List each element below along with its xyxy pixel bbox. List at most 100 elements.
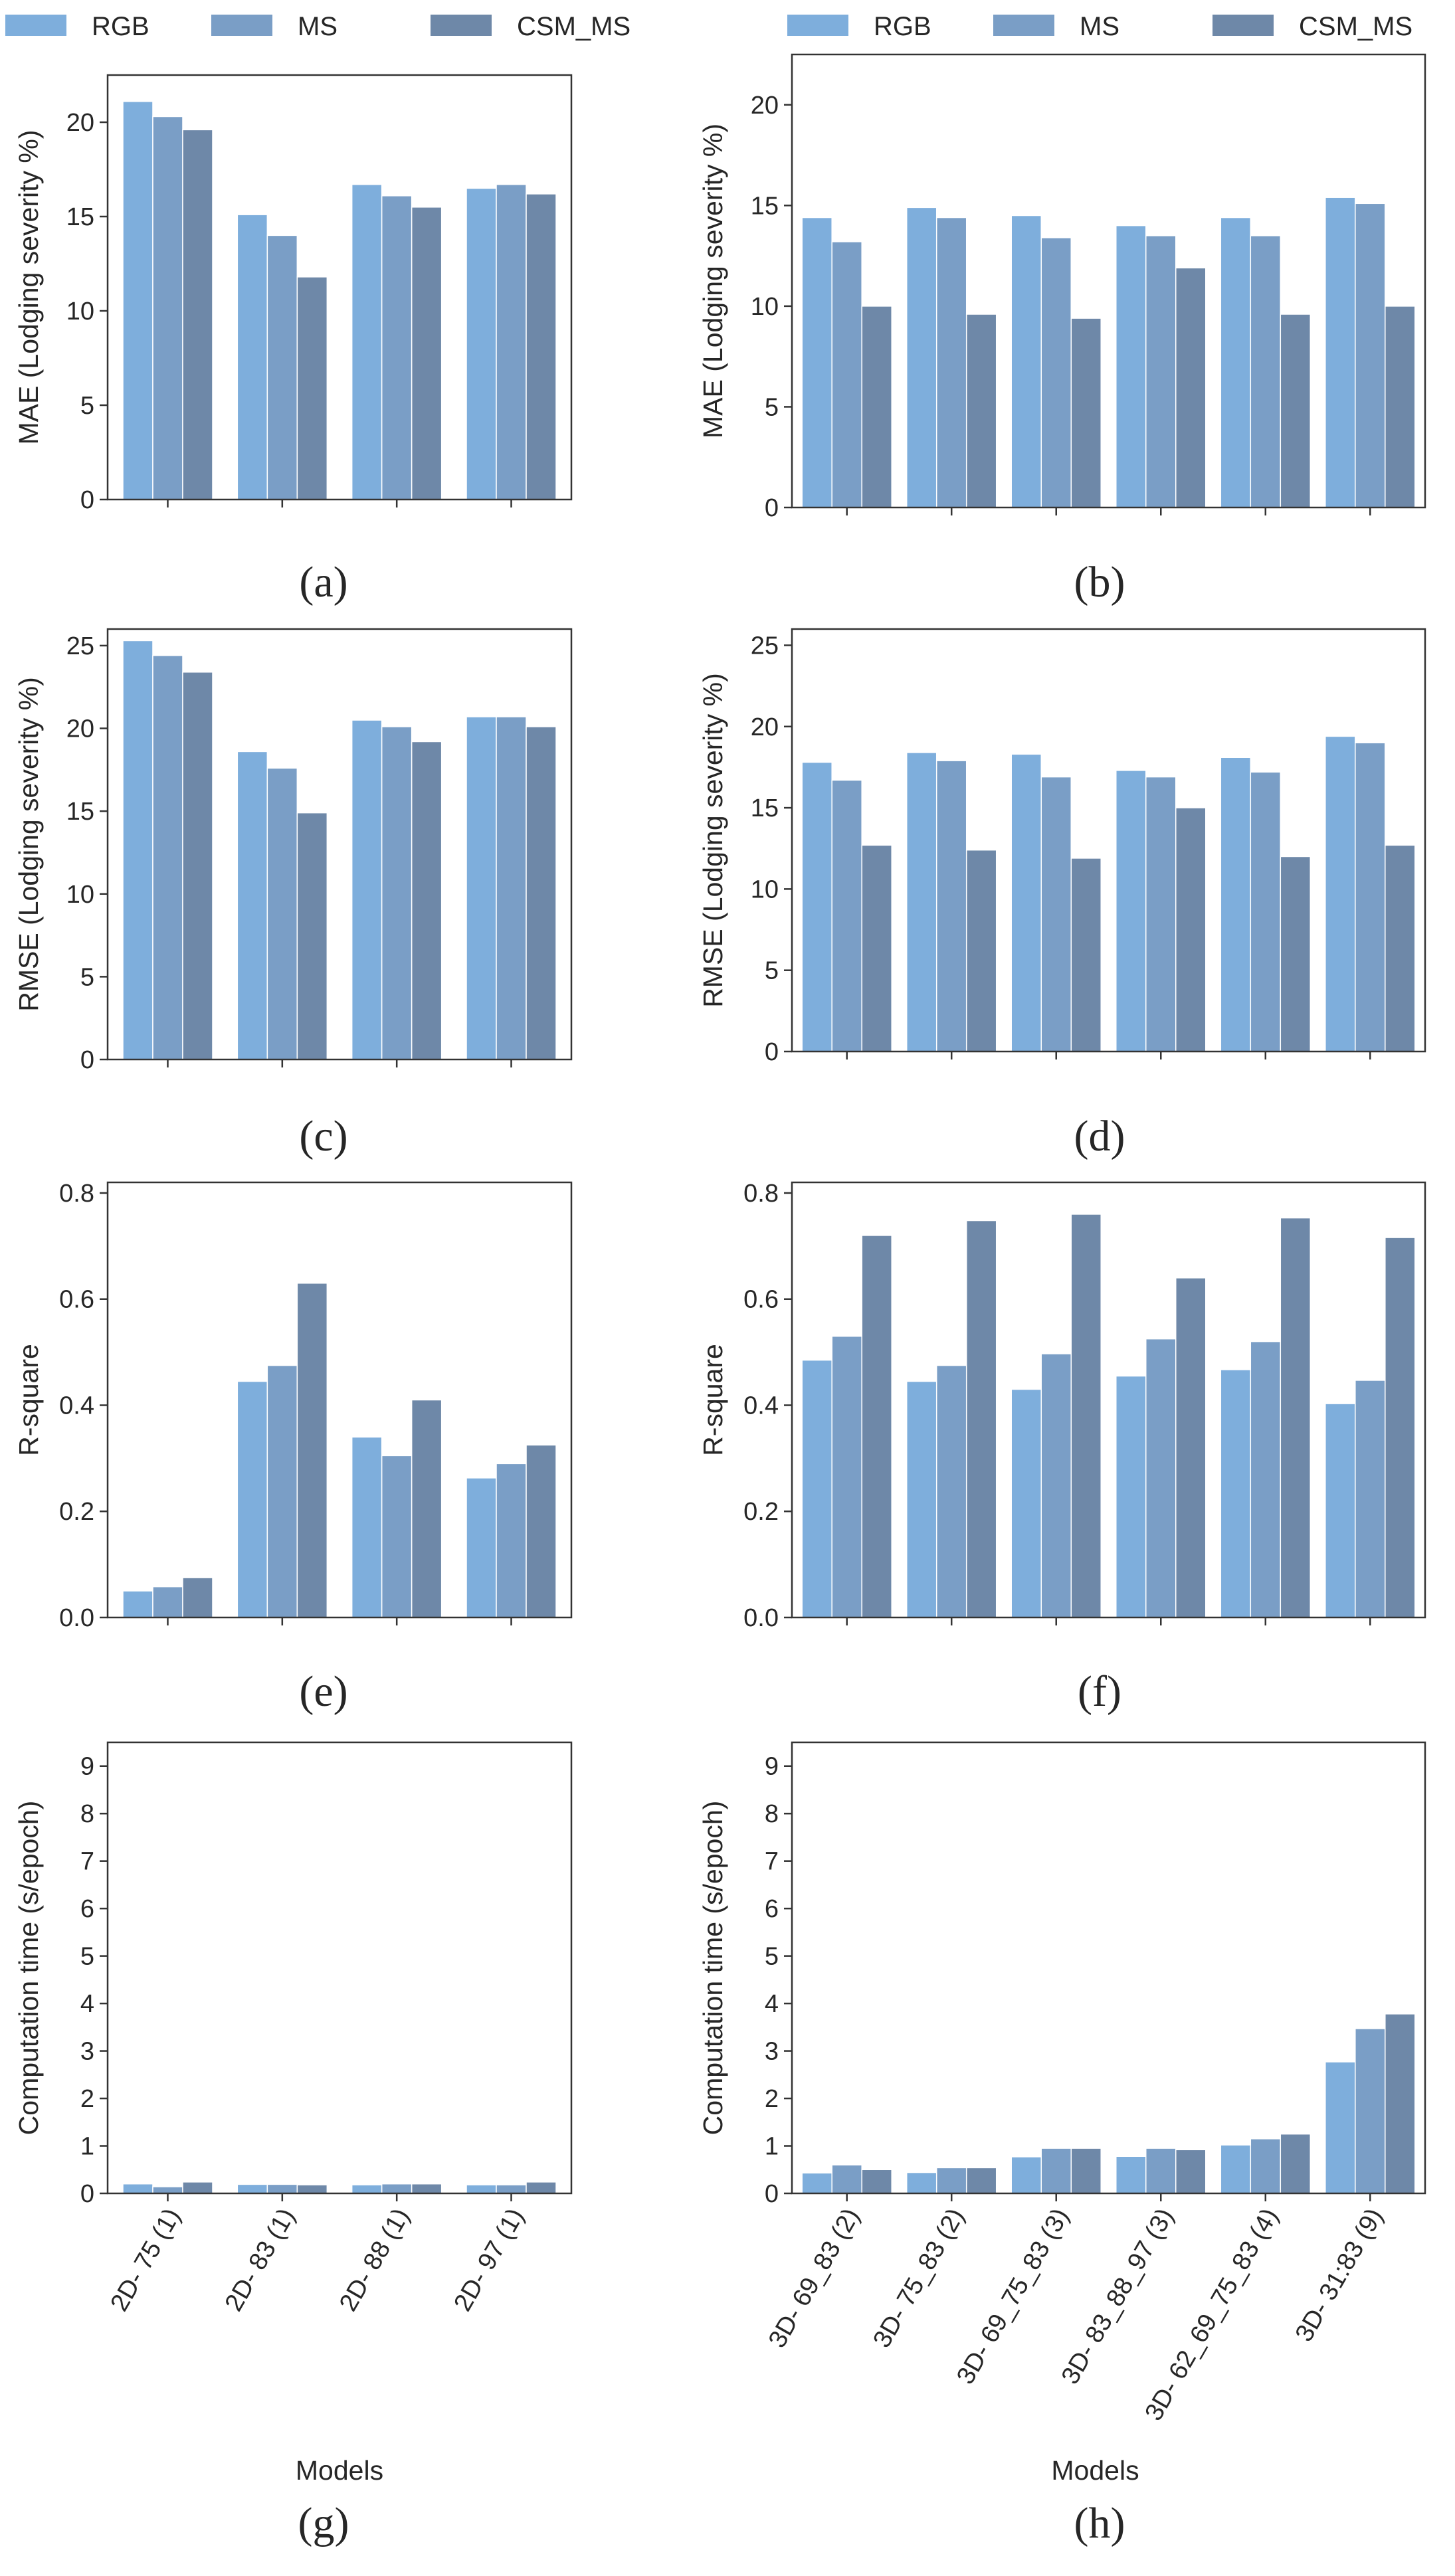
bar-c-2d-88-1-ms [381, 726, 413, 1060]
bar-g-2d-88-1-rgb [351, 2184, 383, 2194]
y-axis-label-c: RMSE (Lodging severity %) [13, 677, 44, 1012]
y-tick-label-f-4: 0.6 [743, 1286, 779, 1314]
legend-swatch-csm-ms [1212, 15, 1274, 36]
bar-c-2d-75-1-csm-ms [182, 672, 213, 1060]
bar-b-3d-31-83-9-csm-ms [1385, 306, 1416, 508]
bar-h-3d-31-83-9-ms [1355, 2028, 1386, 2194]
bar-d-3d-75-83-2-csm-ms [965, 849, 997, 1052]
axes-frame-b [791, 53, 1426, 509]
chart-panel-e: 0.0 0.2 0.4 0.6 0.8 R-square (e) [13, 1180, 573, 1716]
bar-f-3d-62-69-75-83-4-csm-ms [1280, 1217, 1311, 1618]
x-tick-label-g-1: 2D- 75 (1) [105, 2204, 186, 2316]
bar-f-3d-31-83-9-rgb [1325, 1403, 1356, 1618]
bar-g-2d-75-1-csm-ms [182, 2181, 213, 2194]
bar-d-3d-31-83-9-csm-ms [1385, 844, 1416, 1052]
panel-caption-b: (b) [1074, 558, 1125, 606]
bar-h-3d-69-75-83-3-csm-ms [1070, 2148, 1102, 2194]
legend-label-rgb: RGB [92, 12, 149, 41]
bar-b-3d-83-88-97-3-rgb [1116, 225, 1147, 508]
y-axis-label-h: Computation time (s/epoch) [698, 1801, 728, 2136]
axes-frame-e [106, 1181, 573, 1619]
y-tick-label-h-9: 8 [765, 1800, 779, 1828]
legend-swatch-ms [211, 15, 272, 36]
x-tick-label-g-3: 2D- 88 (1) [334, 2204, 415, 2316]
chart-panel-c: 0 5 10 15 20 25 RMSE (Lodging severity %) (c) [13, 628, 573, 1160]
bar-a-2d-97-1-rgb [466, 187, 497, 500]
panel-caption-e: (e) [299, 1667, 347, 1716]
legend-1: RGB MS CSM_MS [5, 12, 630, 41]
bar-d-3d-69-75-83-3-ms [1040, 776, 1072, 1052]
y-tick-label-e-3: 0.4 [59, 1392, 94, 1420]
y-tick-label-h-5: 4 [765, 1990, 779, 2018]
bar-d-3d-62-69-75-83-4-csm-ms [1280, 856, 1311, 1052]
panel-caption-c: (c) [299, 1112, 347, 1160]
bar-f-3d-83-88-97-3-rgb [1116, 1375, 1147, 1618]
y-tick-label-d-5: 20 [751, 713, 779, 741]
bar-h-3d-69-75-83-3-ms [1040, 2148, 1072, 2194]
y-tick-label-f-3: 0.4 [743, 1392, 779, 1420]
bar-a-2d-75-1-csm-ms [182, 129, 213, 500]
bar-g-2d-97-1-ms [496, 2184, 527, 2194]
bar-c-2d-83-1-ms [266, 767, 298, 1060]
y-tick-label-g-2: 1 [80, 2133, 94, 2161]
y-tick-label-d-3: 10 [751, 875, 779, 903]
legend-label-csm-ms: CSM_MS [1299, 12, 1412, 41]
y-tick-label-e-5: 0.8 [59, 1180, 94, 1208]
y-tick-label-b-2: 5 [765, 393, 779, 421]
bar-f-3d-69-75-83-3-csm-ms [1070, 1214, 1102, 1618]
y-tick-label-h-3: 2 [765, 2085, 779, 2113]
bar-g-2d-88-1-ms [381, 2183, 413, 2194]
y-axis-label-e: R-square [13, 1344, 44, 1456]
bar-d-3d-69-83-2-csm-ms [861, 844, 892, 1052]
bar-c-2d-88-1-csm-ms [411, 741, 442, 1060]
panel-caption-f: (f) [1078, 1667, 1121, 1716]
y-tick-label-e-2: 0.2 [59, 1498, 94, 1526]
bar-b-3d-69-83-2-csm-ms [861, 306, 892, 508]
panel-caption-a: (a) [299, 558, 347, 606]
bar-h-3d-75-83-2-rgb [906, 2171, 937, 2194]
bar-h-3d-62-69-75-83-4-ms [1250, 2138, 1282, 2194]
y-tick-label-h-4: 3 [765, 2038, 779, 2066]
bar-h-3d-62-69-75-83-4-rgb [1220, 2144, 1252, 2194]
x-tick-label-h-1: 3D- 69_83 (2) [763, 2204, 866, 2353]
bar-b-3d-69-83-2-rgb [801, 217, 832, 508]
legend-label-rgb: RGB [874, 12, 931, 41]
bar-h-3d-69-75-83-3-rgb [1011, 2156, 1042, 2194]
bar-g-2d-83-1-ms [266, 2183, 298, 2194]
bar-h-3d-69-83-2-csm-ms [861, 2169, 892, 2194]
bar-e-2d-83-1-ms [266, 1364, 298, 1618]
y-tick-label-d-4: 15 [751, 794, 779, 822]
bar-b-3d-69-83-2-ms [831, 241, 862, 508]
bar-c-2d-83-1-rgb [237, 751, 268, 1060]
y-tick-label-g-4: 3 [80, 2038, 94, 2066]
y-tick-label-e-1: 0.0 [59, 1604, 94, 1632]
bar-h-3d-83-88-97-3-csm-ms [1175, 2149, 1207, 2194]
bar-h-3d-69-83-2-rgb [801, 2172, 832, 2194]
bar-a-2d-88-1-rgb [351, 183, 383, 500]
y-tick-label-b-5: 20 [751, 92, 779, 120]
x-tick-label-g-4: 2D- 97 (1) [448, 2204, 530, 2316]
bar-a-2d-88-1-csm-ms [411, 207, 442, 500]
bar-b-3d-69-75-83-3-csm-ms [1070, 318, 1102, 508]
y-tick-label-g-1: 0 [80, 2180, 94, 2208]
y-tick-label-h-10: 9 [765, 1753, 779, 1781]
legend-swatch-ms [993, 15, 1054, 36]
bar-f-3d-69-83-2-rgb [801, 1359, 832, 1618]
bar-e-2d-83-1-csm-ms [296, 1283, 328, 1618]
y-tick-label-a-5: 20 [66, 109, 94, 137]
bar-a-2d-97-1-csm-ms [526, 193, 557, 500]
bar-b-3d-83-88-97-3-ms [1145, 235, 1177, 508]
bar-c-2d-75-1-rgb [122, 640, 153, 1060]
bar-b-3d-75-83-2-rgb [906, 207, 937, 508]
legend-label-ms: MS [298, 12, 338, 41]
bar-d-3d-83-88-97-3-ms [1145, 776, 1177, 1052]
legend-label-ms: MS [1080, 12, 1119, 41]
bar-e-2d-83-1-rgb [237, 1380, 268, 1618]
y-tick-label-h-8: 7 [765, 1848, 779, 1876]
bar-d-3d-69-75-83-3-csm-ms [1070, 858, 1102, 1052]
panel-caption-h: (h) [1074, 2499, 1125, 2547]
y-tick-label-g-6: 5 [80, 1943, 94, 1971]
bar-d-3d-75-83-2-ms [935, 760, 967, 1052]
chart-panel-h: 3D- 69_83 (2) 3D- 75_83 (2)3D- 69_75_83 (… [698, 1741, 1426, 2547]
bar-c-2d-83-1-csm-ms [296, 812, 328, 1060]
